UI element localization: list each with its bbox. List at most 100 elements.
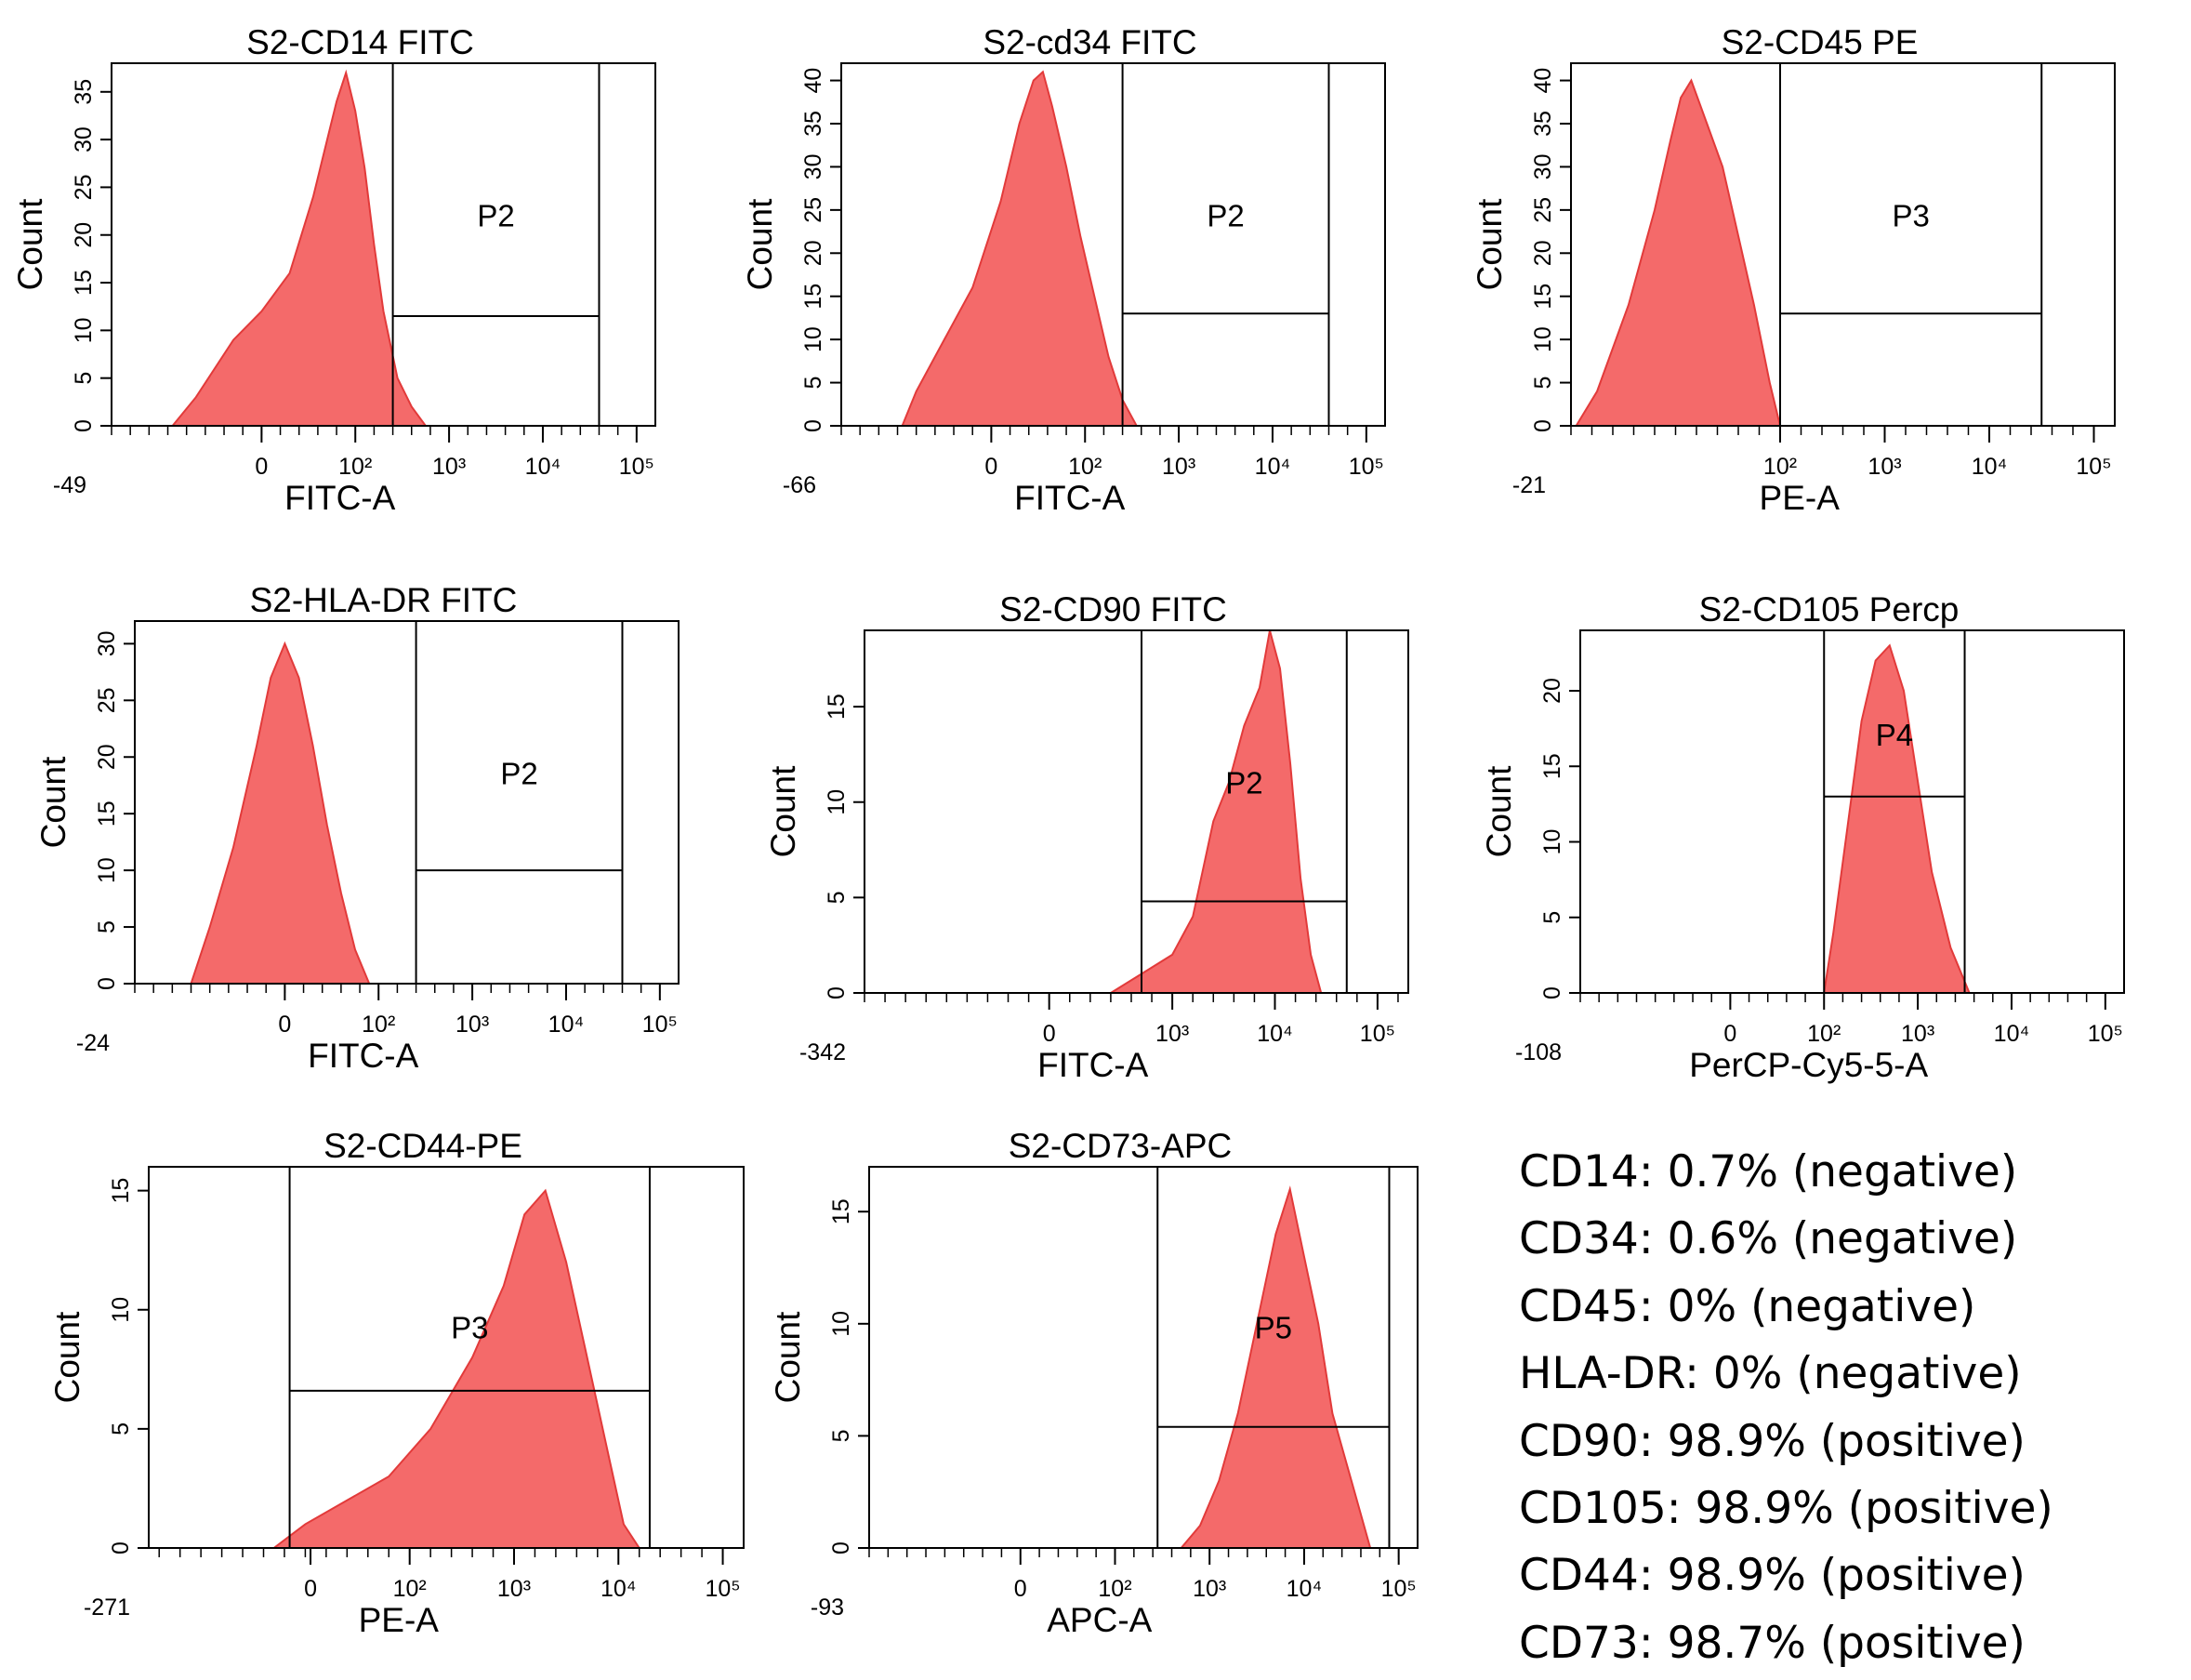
- panel-1: P2 S2-cd34 FITC 0 5 10 15 20 25 30 35 40 Count 0 10² 1…: [741, 23, 1386, 517]
- x-tick-label: 10⁵: [642, 1012, 678, 1038]
- gate-label: P2: [1207, 199, 1244, 233]
- y-tick-label: 10: [800, 326, 826, 352]
- y-tick-label: 20: [800, 240, 826, 266]
- panel-title: S2-CD90 FITC: [999, 590, 1227, 628]
- y-tick-label: 0: [108, 1541, 134, 1554]
- x-tick-label: 0: [304, 1576, 317, 1602]
- summary-line-hla-dr: HLA-DR: 0% (negative): [1519, 1348, 2022, 1400]
- y-tick-label: 25: [1530, 197, 1556, 223]
- summary-line-cd73: CD73: 98.7% (positive): [1519, 1617, 2026, 1669]
- y-tick-label: 15: [71, 270, 97, 296]
- y-tick-label: 20: [1530, 240, 1556, 266]
- x-tick-label: 0: [984, 454, 997, 480]
- y-tick-label: 5: [94, 920, 120, 933]
- x-tick-label: 10⁴: [1257, 1021, 1293, 1047]
- x-tick-label: 10⁵: [1360, 1021, 1395, 1047]
- x-tick-label: 10⁵: [1349, 454, 1384, 480]
- y-tick-label: 15: [1539, 753, 1565, 779]
- histogram-area: [1107, 629, 1323, 994]
- y-tick-label: 25: [71, 175, 97, 201]
- x-tick-label: 0: [255, 454, 268, 480]
- x-tick-label: 10³: [1901, 1021, 1934, 1047]
- y-tick-label: 20: [71, 222, 97, 248]
- y-tick-label: 15: [800, 284, 826, 310]
- y-tick-label: 35: [71, 79, 97, 105]
- x-tick-label: 10²: [1763, 454, 1797, 480]
- x-axis-label: PerCP-Cy5-5-A: [1689, 1046, 1928, 1084]
- x-min-label: -342: [799, 1039, 846, 1065]
- plot-frame: [111, 62, 656, 427]
- x-tick-label: 0: [1043, 1021, 1056, 1047]
- x-tick-label: 10⁴: [1287, 1576, 1323, 1602]
- x-tick-label: 10³: [432, 454, 466, 480]
- y-tick-label: 0: [828, 1541, 854, 1554]
- summary-line-cd90: CD90: 98.9% (positive): [1519, 1415, 2026, 1467]
- y-tick-label: 5: [71, 372, 97, 385]
- y-tick-label: 10: [94, 857, 120, 883]
- x-tick-label: 0: [278, 1012, 291, 1038]
- y-tick-label: 25: [800, 197, 826, 223]
- x-tick-label: 10⁵: [2088, 1021, 2123, 1047]
- x-tick-label: 10⁴: [525, 454, 561, 480]
- panel-title: S2-CD105 Percp: [1699, 590, 1960, 628]
- plot-frame: [864, 629, 1409, 994]
- x-tick-label: 10²: [362, 1012, 395, 1038]
- y-tick-label: 5: [1539, 911, 1565, 924]
- plot-frame: [134, 620, 680, 985]
- y-tick-label: 5: [108, 1422, 134, 1435]
- y-tick-label: 0: [71, 419, 97, 432]
- y-tick-label: 35: [1530, 111, 1556, 137]
- x-min-label: -49: [53, 472, 86, 498]
- x-tick-label: 10⁴: [1994, 1021, 2030, 1047]
- histogram-area: [190, 641, 371, 985]
- histogram-area: [1574, 78, 1782, 427]
- panel-title: S2-CD45 PE: [1722, 23, 1919, 61]
- x-min-label: -21: [1512, 472, 1546, 498]
- panel-0: P2 S2-CD14 FITC 0 5 10 15 20 25 30 35 Count 0 10² 10³…: [11, 23, 656, 517]
- y-tick-label: 15: [108, 1178, 134, 1204]
- y-tick-label: 10: [824, 789, 850, 815]
- summary-line-cd44: CD44: 98.9% (positive): [1519, 1550, 2026, 1602]
- y-axis-label: Count: [764, 765, 802, 857]
- plot-frame: [868, 1166, 1419, 1549]
- x-tick-label: 10⁵: [2076, 454, 2111, 480]
- x-tick-label: 10³: [1868, 454, 1901, 480]
- y-axis-label: Count: [48, 1311, 86, 1403]
- panel-3: P2 S2-HLA-DR FITC 0 5 10 15 20 25 30 Count 0 10² 10³…: [34, 581, 680, 1075]
- gate-label: P4: [1876, 718, 1913, 752]
- plot-frame: [1579, 629, 2125, 994]
- y-tick-label: 5: [824, 891, 850, 904]
- x-tick-label: 10²: [1098, 1576, 1131, 1602]
- x-tick-label: 0: [1723, 1021, 1736, 1047]
- y-tick-label: 0: [94, 977, 120, 990]
- x-axis-label: PE-A: [1760, 479, 1841, 517]
- gate-label: P2: [477, 199, 514, 233]
- x-tick-label: 10³: [1162, 454, 1195, 480]
- panel-5: P4 S2-CD105 Percp 0 5 10 15 20 Count 0 10² 10³ 10⁴ 1…: [1480, 590, 2125, 1084]
- panel-4: P2 S2-CD90 FITC 0 5 10 15 Count 0 10³ 10⁴ 10⁵ -342 F…: [764, 590, 1409, 1084]
- x-tick-label: 10³: [1155, 1021, 1189, 1047]
- panel-2: P3 S2-CD45 PE 0 5 10 15 20 25 30 35 40 Count 10² 10³ 1…: [1471, 23, 2116, 517]
- histogram-area: [171, 69, 428, 427]
- histogram-area: [1180, 1185, 1372, 1549]
- x-tick-label: 10³: [455, 1012, 489, 1038]
- x-tick-label: 10⁵: [619, 454, 654, 480]
- x-axis-label: FITC-A: [1014, 479, 1126, 517]
- histogram-area: [1823, 643, 1972, 994]
- y-tick-label: 15: [824, 694, 850, 720]
- y-tick-label: 10: [828, 1311, 854, 1337]
- y-axis-label: Count: [34, 756, 73, 848]
- y-tick-label: 15: [94, 800, 120, 827]
- y-tick-label: 30: [800, 154, 826, 180]
- panel-title: S2-CD14 FITC: [246, 23, 474, 61]
- y-tick-label: 25: [94, 687, 120, 713]
- y-axis-label: Count: [11, 198, 49, 290]
- summary-line-cd105: CD105: 98.9% (positive): [1519, 1483, 2053, 1535]
- x-tick-label: 10⁴: [601, 1576, 637, 1602]
- y-tick-label: 10: [108, 1297, 134, 1323]
- y-axis-label: Count: [741, 198, 779, 290]
- x-tick-label: 10⁴: [1255, 454, 1291, 480]
- x-min-label: -108: [1515, 1039, 1562, 1065]
- x-min-label: -271: [84, 1594, 130, 1620]
